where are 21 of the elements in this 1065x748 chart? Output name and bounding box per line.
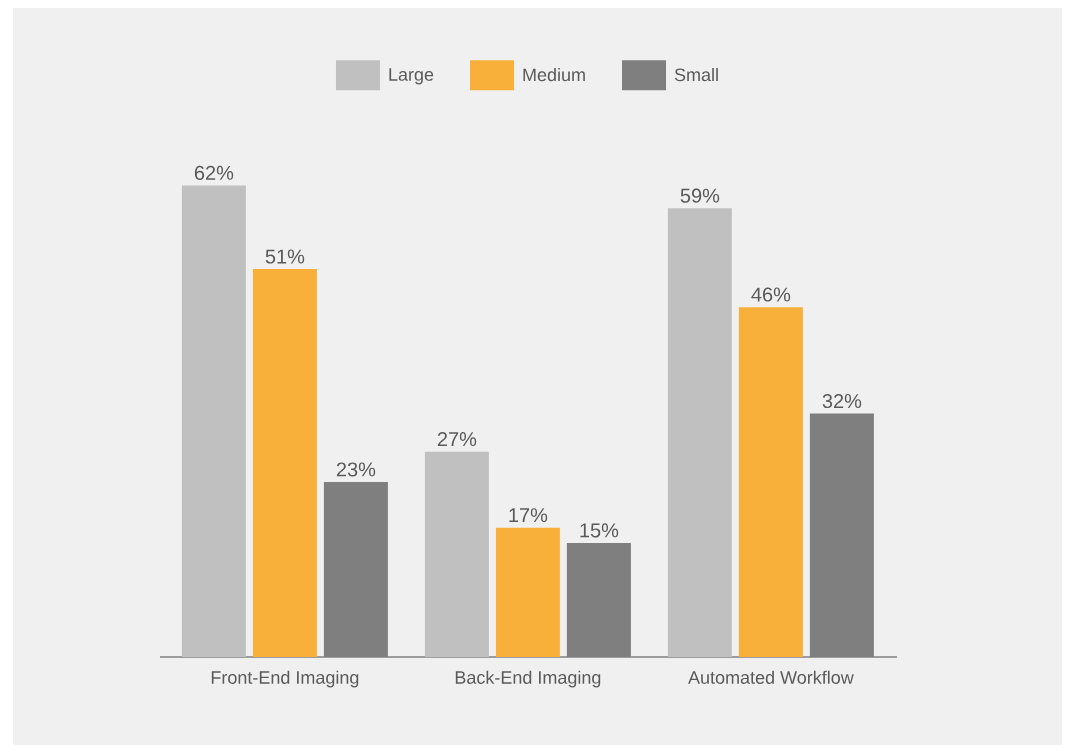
data-label: 59% bbox=[680, 188, 720, 203]
legend-label: Small bbox=[674, 67, 718, 82]
data-label: 32% bbox=[822, 393, 862, 409]
bar bbox=[424, 451, 489, 657]
x-tick-label: Back-End Imaging bbox=[455, 670, 601, 688]
data-label: 15% bbox=[580, 523, 619, 538]
bar bbox=[181, 185, 246, 657]
data-label: 17% bbox=[509, 508, 548, 523]
data-label: 62% bbox=[194, 165, 234, 180]
bar bbox=[667, 208, 732, 657]
data-label: 46% bbox=[751, 287, 791, 302]
bar bbox=[738, 307, 803, 657]
data-label: 27% bbox=[437, 432, 477, 447]
data-label: 51% bbox=[265, 249, 305, 264]
legend-label: Medium bbox=[523, 67, 585, 82]
x-tick-label: Front-End Imaging bbox=[211, 670, 359, 688]
data-label: 23% bbox=[336, 462, 376, 477]
legend-label: Large bbox=[389, 68, 434, 85]
x-tick-label: Automated Workflow bbox=[688, 670, 854, 684]
bar bbox=[495, 527, 560, 657]
bar bbox=[252, 269, 317, 657]
